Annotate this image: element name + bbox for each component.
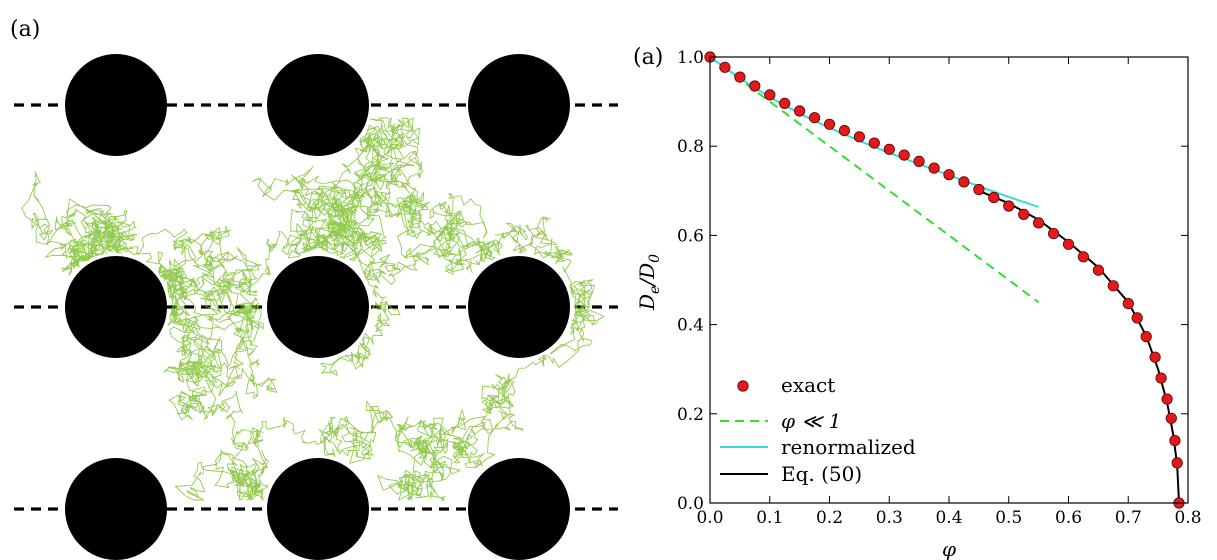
- data-point: [838, 125, 851, 137]
- right-panel-label: (a): [633, 45, 663, 70]
- data-point: [1122, 297, 1134, 310]
- x-axis-label: φ: [942, 537, 956, 560]
- x-tick-label: 0.3: [876, 508, 903, 528]
- data-point: [1092, 264, 1105, 276]
- data-point: [928, 162, 940, 174]
- x-tick-label: 0.7: [1115, 508, 1142, 528]
- obstacle-r3-c2: [267, 458, 369, 560]
- data-point: [1171, 457, 1183, 469]
- data-point: [1018, 208, 1030, 220]
- obstacle-r1-c1: [65, 54, 167, 156]
- obstacle-r2-c3: [468, 256, 570, 358]
- data-point: [1048, 228, 1060, 240]
- data-point: [793, 105, 806, 117]
- x-tick-label: 0.1: [756, 508, 783, 528]
- y-tick-label: 0.2: [677, 405, 704, 425]
- data-point: [1155, 372, 1167, 384]
- data-point: [943, 169, 955, 181]
- data-point: [913, 155, 925, 167]
- data-point: [988, 191, 1000, 204]
- walk-path: [21, 117, 605, 501]
- x-tick-label: 0.2: [816, 508, 843, 528]
- data-point: [1165, 412, 1177, 424]
- obstacle-r2-c2: [267, 256, 369, 358]
- left-panel-label: (a): [10, 17, 40, 42]
- obstacle-lattice: [65, 54, 570, 560]
- x-tick-label: 0.5: [995, 508, 1022, 528]
- obstacle-r3-c1: [65, 458, 167, 560]
- diffusion-chart: (a) 0.0 0.1 0.2 0.3 0.4 0.5 0.6 0.7 0.8 0.0 0.2 0.4…: [633, 45, 1202, 560]
- y-tick-label: 0.8: [677, 137, 704, 157]
- y-tick-label: 1.0: [677, 48, 704, 68]
- x-tick-label: 0.6: [1055, 508, 1082, 528]
- data-point: [1169, 434, 1181, 447]
- data-point: [958, 176, 970, 188]
- data-point: [898, 149, 910, 161]
- legend-label-1: φ ≪ 1: [781, 409, 841, 433]
- x-tick-label: 0.4: [935, 508, 962, 528]
- series-line-2: [978, 189, 1180, 504]
- legend-marker-exact: [737, 380, 749, 392]
- obstacle-r1-c3: [468, 54, 570, 156]
- data-point: [808, 112, 821, 124]
- data-point: [883, 143, 895, 155]
- data-point: [719, 61, 731, 73]
- data-point: [734, 71, 746, 83]
- data-point: [1077, 251, 1090, 263]
- data-point: [749, 80, 761, 92]
- obstacle-r1-c2: [267, 54, 369, 156]
- data-point: [1131, 312, 1143, 324]
- random-walk-trajectory: [21, 117, 605, 501]
- legend-label-2: renormalized: [781, 435, 916, 459]
- y-axis-label-text: De/D0: [635, 254, 663, 311]
- y-axis-label: De/D0: [635, 254, 663, 311]
- plot-content: [704, 51, 1185, 509]
- x-tick-label: 0.8: [1174, 508, 1201, 528]
- data-point: [868, 137, 880, 149]
- y-tick-label: 0.6: [677, 226, 704, 246]
- y-tick-label: 0.4: [677, 316, 704, 336]
- data-point: [853, 131, 866, 143]
- legend-label-3: Eq. (50): [781, 462, 862, 486]
- data-point: [1062, 238, 1075, 250]
- data-point: [1149, 351, 1161, 363]
- data-point: [779, 97, 791, 110]
- data-point: [1140, 330, 1152, 343]
- data-point: [764, 89, 776, 101]
- y-tick-label: 0.0: [677, 494, 704, 514]
- x-tick-label: 0.0: [696, 508, 723, 528]
- data-point: [973, 183, 985, 196]
- legend-label-0: exact: [781, 373, 835, 397]
- data-point: [1161, 393, 1173, 405]
- data-point: [1107, 280, 1119, 292]
- data-point: [1033, 217, 1045, 229]
- data-point: [823, 118, 836, 130]
- series-line-1: [709, 56, 1039, 208]
- obstacle-r3-c3: [468, 458, 570, 560]
- obstacle-r2-c1: [65, 256, 167, 358]
- data-point: [1003, 200, 1015, 212]
- series-line-0: [709, 56, 1040, 304]
- axis-ticks: 0.0 0.1 0.2 0.3 0.4 0.5 0.6 0.7 0.8 0.0 0.2 0.4 0.6 0…: [677, 48, 1202, 528]
- lattice-panel: (a): [10, 17, 618, 560]
